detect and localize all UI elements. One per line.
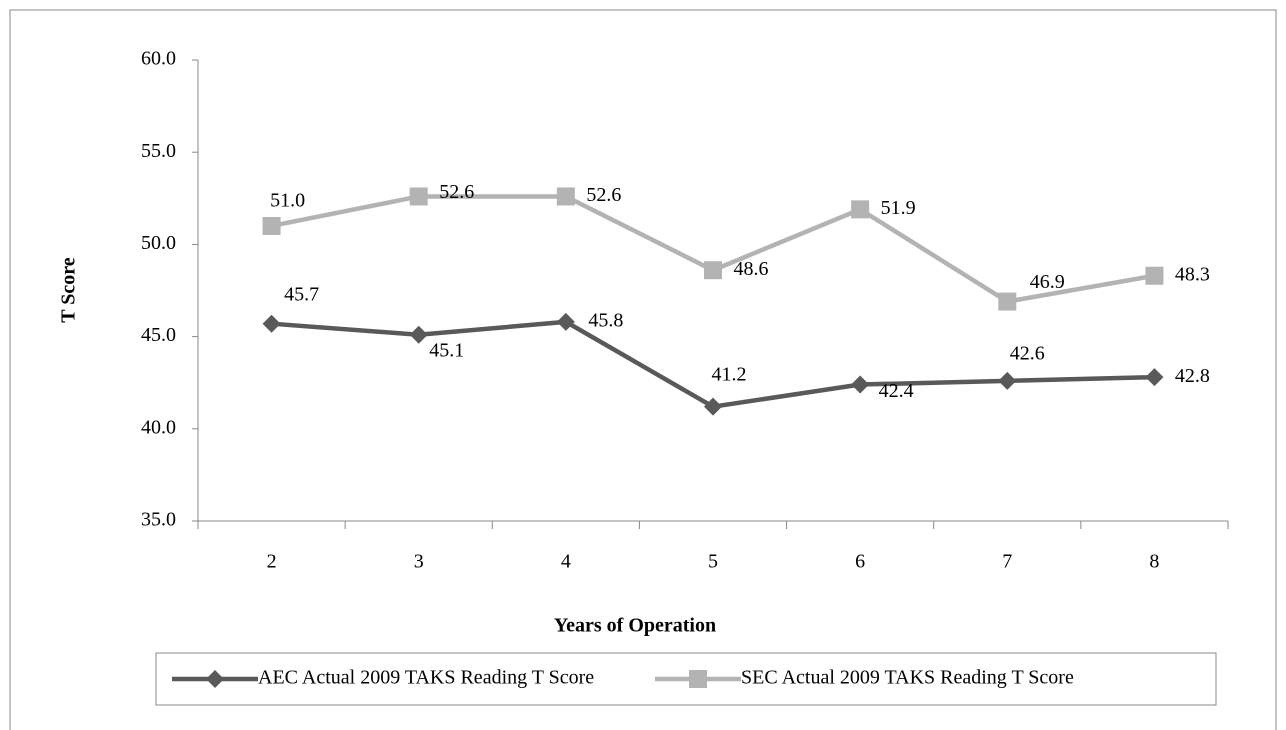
x-axis-title: Years of Operation (554, 615, 716, 637)
data-point (851, 375, 870, 394)
x-tick-label: 6 (855, 551, 865, 573)
data-point (556, 312, 575, 331)
data-point (262, 216, 281, 235)
y-tick-label: 50.0 (141, 232, 176, 254)
y-tick-label: 60.0 (141, 48, 176, 70)
data-label: 46.9 (1030, 271, 1065, 293)
data-label: 51.0 (270, 190, 305, 212)
y-tick-label: 55.0 (141, 140, 176, 162)
data-label: 45.7 (284, 283, 319, 305)
data-point (409, 187, 428, 206)
data-point (704, 397, 722, 416)
x-tick-label: 2 (267, 551, 277, 573)
y-tick-label: 40.0 (141, 416, 176, 438)
data-label: 52.6 (439, 181, 474, 203)
x-tick-label: 4 (561, 551, 571, 573)
data-label: 52.6 (586, 184, 621, 206)
data-label: 42.6 (1010, 342, 1045, 364)
data-point (556, 187, 575, 206)
x-tick-label: 5 (708, 551, 718, 573)
legend-marker (689, 670, 707, 688)
data-point (262, 314, 281, 333)
legend-label: SEC Actual 2009 TAKS Reading T Score (741, 667, 1074, 689)
y-tick-label: 35.0 (141, 509, 176, 531)
data-label: 51.9 (881, 197, 916, 219)
legend-marker (206, 670, 224, 688)
data-point (704, 261, 722, 280)
legend-box (155, 652, 1217, 706)
y-axis-title: T Score (58, 257, 80, 322)
x-tick-label: 3 (414, 551, 424, 573)
data-label: 45.1 (429, 339, 464, 361)
data-point (1145, 266, 1164, 285)
data-point (998, 292, 1017, 311)
data-point (851, 200, 870, 219)
data-label: 45.8 (588, 309, 623, 331)
data-label: 48.3 (1175, 263, 1210, 285)
data-label: 41.2 (712, 363, 747, 385)
x-tick-label: 8 (1149, 551, 1159, 573)
legend-label: AEC Actual 2009 TAKS Reading T Score (258, 667, 594, 689)
y-tick-label: 45.0 (141, 324, 176, 346)
series-line (271, 194, 1155, 304)
data-label: 42.8 (1175, 365, 1210, 387)
data-label: 48.6 (734, 258, 769, 280)
x-tick-label: 7 (1002, 551, 1012, 573)
data-point (998, 371, 1017, 390)
data-point (409, 325, 428, 344)
chart-frame (9, 9, 1277, 730)
data-label: 42.4 (879, 380, 914, 402)
data-point (1145, 368, 1164, 387)
